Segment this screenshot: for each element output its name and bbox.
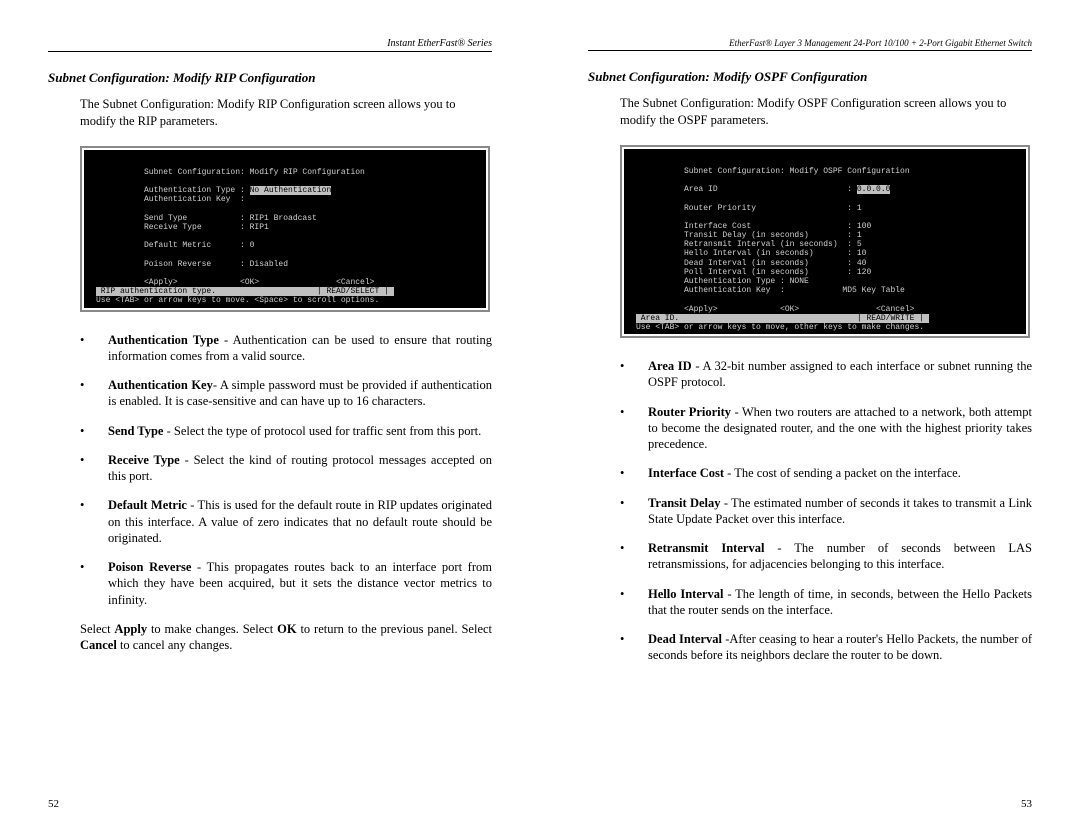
bullet-icon: • [620, 465, 648, 481]
intro-right: The Subnet Configuration: Modify OSPF Co… [620, 95, 1032, 129]
bullet-icon: • [80, 497, 108, 546]
bullet-icon: • [80, 332, 108, 365]
list-item: •Dead Interval -After ceasing to hear a … [620, 631, 1032, 664]
terminal-screenshot-right: Subnet Configuration: Modify OSPF Config… [620, 145, 1030, 338]
list-item-text: Transit Delay - The estimated number of … [648, 495, 1032, 528]
list-item: •Interface Cost - The cost of sending a … [620, 465, 1032, 481]
list-item: •Router Priority - When two routers are … [620, 404, 1032, 453]
intro-left: The Subnet Configuration: Modify RIP Con… [80, 96, 492, 130]
list-item: •Retransmit Interval - The number of sec… [620, 540, 1032, 573]
page-spread: Instant EtherFast® Series Subnet Configu… [0, 0, 1080, 834]
bullet-icon: • [80, 559, 108, 608]
list-item: •Poison Reverse - This propagates routes… [80, 559, 492, 608]
section-title-right: Subnet Configuration: Modify OSPF Config… [588, 69, 1032, 85]
list-item-text: Area ID - A 32-bit number assigned to ea… [648, 358, 1032, 391]
list-item: •Authentication Key- A simple password m… [80, 377, 492, 410]
bullet-icon: • [620, 358, 648, 391]
list-item: •Default Metric - This is used for the d… [80, 497, 492, 546]
list-item-text: Default Metric - This is used for the de… [108, 497, 492, 546]
list-item-text: Interface Cost - The cost of sending a p… [648, 465, 1032, 481]
page-right: EtherFast® Layer 3 Management 24-Port 10… [540, 0, 1080, 834]
page-number-right: 53 [1021, 798, 1032, 810]
list-item-text: Retransmit Interval - The number of seco… [648, 540, 1032, 573]
list-item: •Authentication Type - Authentication ca… [80, 332, 492, 365]
list-item-text: Receive Type - Select the kind of routin… [108, 452, 492, 485]
list-item-text: Poison Reverse - This propagates routes … [108, 559, 492, 608]
header-right: EtherFast® Layer 3 Management 24-Port 10… [588, 38, 1032, 51]
list-item: •Transit Delay - The estimated number of… [620, 495, 1032, 528]
list-item-text: Authentication Type - Authentication can… [108, 332, 492, 365]
list-item: •Send Type - Select the type of protocol… [80, 423, 492, 439]
list-item-text: Authentication Key- A simple password mu… [108, 377, 492, 410]
page-number-left: 52 [48, 798, 59, 810]
list-item: •Receive Type - Select the kind of routi… [80, 452, 492, 485]
page-left: Instant EtherFast® Series Subnet Configu… [0, 0, 540, 834]
list-item-text: Dead Interval -After ceasing to hear a r… [648, 631, 1032, 664]
list-item: •Area ID - A 32-bit number assigned to e… [620, 358, 1032, 391]
list-item-text: Send Type - Select the type of protocol … [108, 423, 492, 439]
bullet-icon: • [620, 495, 648, 528]
bullet-icon: • [620, 631, 648, 664]
bullet-list-left: •Authentication Type - Authentication ca… [80, 332, 492, 608]
bullet-icon: • [620, 404, 648, 453]
bullet-list-right: •Area ID - A 32-bit number assigned to e… [620, 358, 1032, 664]
bullet-icon: • [80, 423, 108, 439]
list-item-text: Router Priority - When two routers are a… [648, 404, 1032, 453]
list-item-text: Hello Interval - The length of time, in … [648, 586, 1032, 619]
bullet-icon: • [80, 452, 108, 485]
bullet-icon: • [80, 377, 108, 410]
section-title-left: Subnet Configuration: Modify RIP Configu… [48, 70, 492, 86]
header-left: Instant EtherFast® Series [48, 38, 492, 52]
terminal-screenshot-left: Subnet Configuration: Modify RIP Configu… [80, 146, 490, 312]
bullet-icon: • [620, 586, 648, 619]
tail-text: Select Apply to make changes. Select OK … [80, 621, 492, 654]
bullet-icon: • [620, 540, 648, 573]
list-item: •Hello Interval - The length of time, in… [620, 586, 1032, 619]
